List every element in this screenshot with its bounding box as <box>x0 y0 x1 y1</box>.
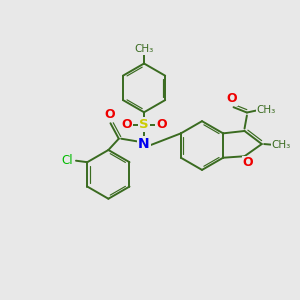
Text: O: O <box>156 118 166 131</box>
Text: O: O <box>226 92 237 105</box>
Text: N: N <box>138 137 150 151</box>
Text: O: O <box>105 108 115 122</box>
Text: CH₃: CH₃ <box>134 44 154 54</box>
Text: CH₃: CH₃ <box>256 105 276 115</box>
Text: S: S <box>139 118 149 131</box>
Text: O: O <box>122 118 132 131</box>
Text: O: O <box>243 156 254 169</box>
Text: Cl: Cl <box>61 154 73 167</box>
Text: CH₃: CH₃ <box>271 140 290 150</box>
